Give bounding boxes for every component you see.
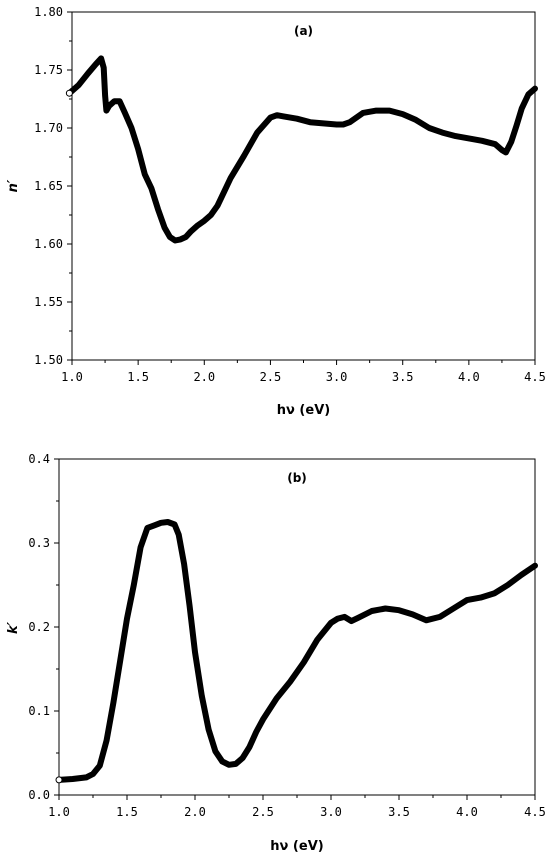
y-tick-label: 0.0 bbox=[28, 788, 50, 802]
y-tick-label: 1.80 bbox=[34, 5, 63, 19]
series-line bbox=[56, 519, 538, 783]
x-tick-label: 4.0 bbox=[458, 370, 480, 384]
x-axis-label: hν (eV) bbox=[277, 403, 330, 418]
y-tick-label: 1.70 bbox=[34, 121, 63, 135]
x-tick-label: 4.5 bbox=[524, 805, 546, 819]
panel-a: 1.0 1.5 2.0 2.5 3.0 3.5 4.0 4.5 1.50 1.55 1.60 1.65… bbox=[6, 5, 546, 418]
panel-label: (b) bbox=[287, 471, 307, 485]
data-point-start bbox=[65, 89, 73, 97]
y-tick-label: 0.3 bbox=[28, 536, 50, 550]
y-tick-label: 1.50 bbox=[34, 353, 63, 367]
x-tick-label: 3.5 bbox=[392, 370, 414, 384]
y-tick-label: 0.2 bbox=[28, 620, 50, 634]
x-tick-label: 4.5 bbox=[524, 370, 546, 384]
x-tick-label: 1.5 bbox=[116, 805, 138, 819]
series-line bbox=[66, 55, 538, 244]
x-tick-label: 3.0 bbox=[326, 370, 348, 384]
panel-label: (a) bbox=[294, 24, 313, 38]
y-tick-label: 1.75 bbox=[34, 63, 63, 77]
x-axis-label: hν (eV) bbox=[270, 839, 323, 854]
y-axis-label: k′ bbox=[6, 621, 21, 634]
panel-b: 1.0 1.5 2.0 2.5 3.0 3.5 4.0 4.5 0.0 0.1 0.2 0.3 0.4 (… bbox=[6, 452, 546, 854]
x-tick-label: 1.0 bbox=[61, 370, 83, 384]
x-tick-label: 3.0 bbox=[320, 805, 342, 819]
y-tick-label: 1.60 bbox=[34, 237, 63, 251]
x-tick-label: 1.5 bbox=[127, 370, 149, 384]
x-tick-label: 2.0 bbox=[193, 370, 215, 384]
x-tick-label: 4.0 bbox=[456, 805, 478, 819]
y-tick-label: 0.4 bbox=[28, 452, 50, 466]
y-axis-label: n′ bbox=[6, 179, 21, 192]
plot-frame bbox=[58, 458, 536, 796]
y-tick-label: 0.1 bbox=[28, 704, 50, 718]
data-point-start bbox=[55, 776, 63, 784]
plot-frame bbox=[71, 11, 536, 361]
y-tick-label: 1.55 bbox=[34, 295, 63, 309]
x-tick-label: 2.5 bbox=[252, 805, 274, 819]
x-tick-label: 2.0 bbox=[184, 805, 206, 819]
x-tick-label: 2.5 bbox=[260, 370, 282, 384]
x-tick-label: 3.5 bbox=[388, 805, 410, 819]
y-tick-label: 1.65 bbox=[34, 179, 63, 193]
x-tick-label: 1.0 bbox=[48, 805, 70, 819]
